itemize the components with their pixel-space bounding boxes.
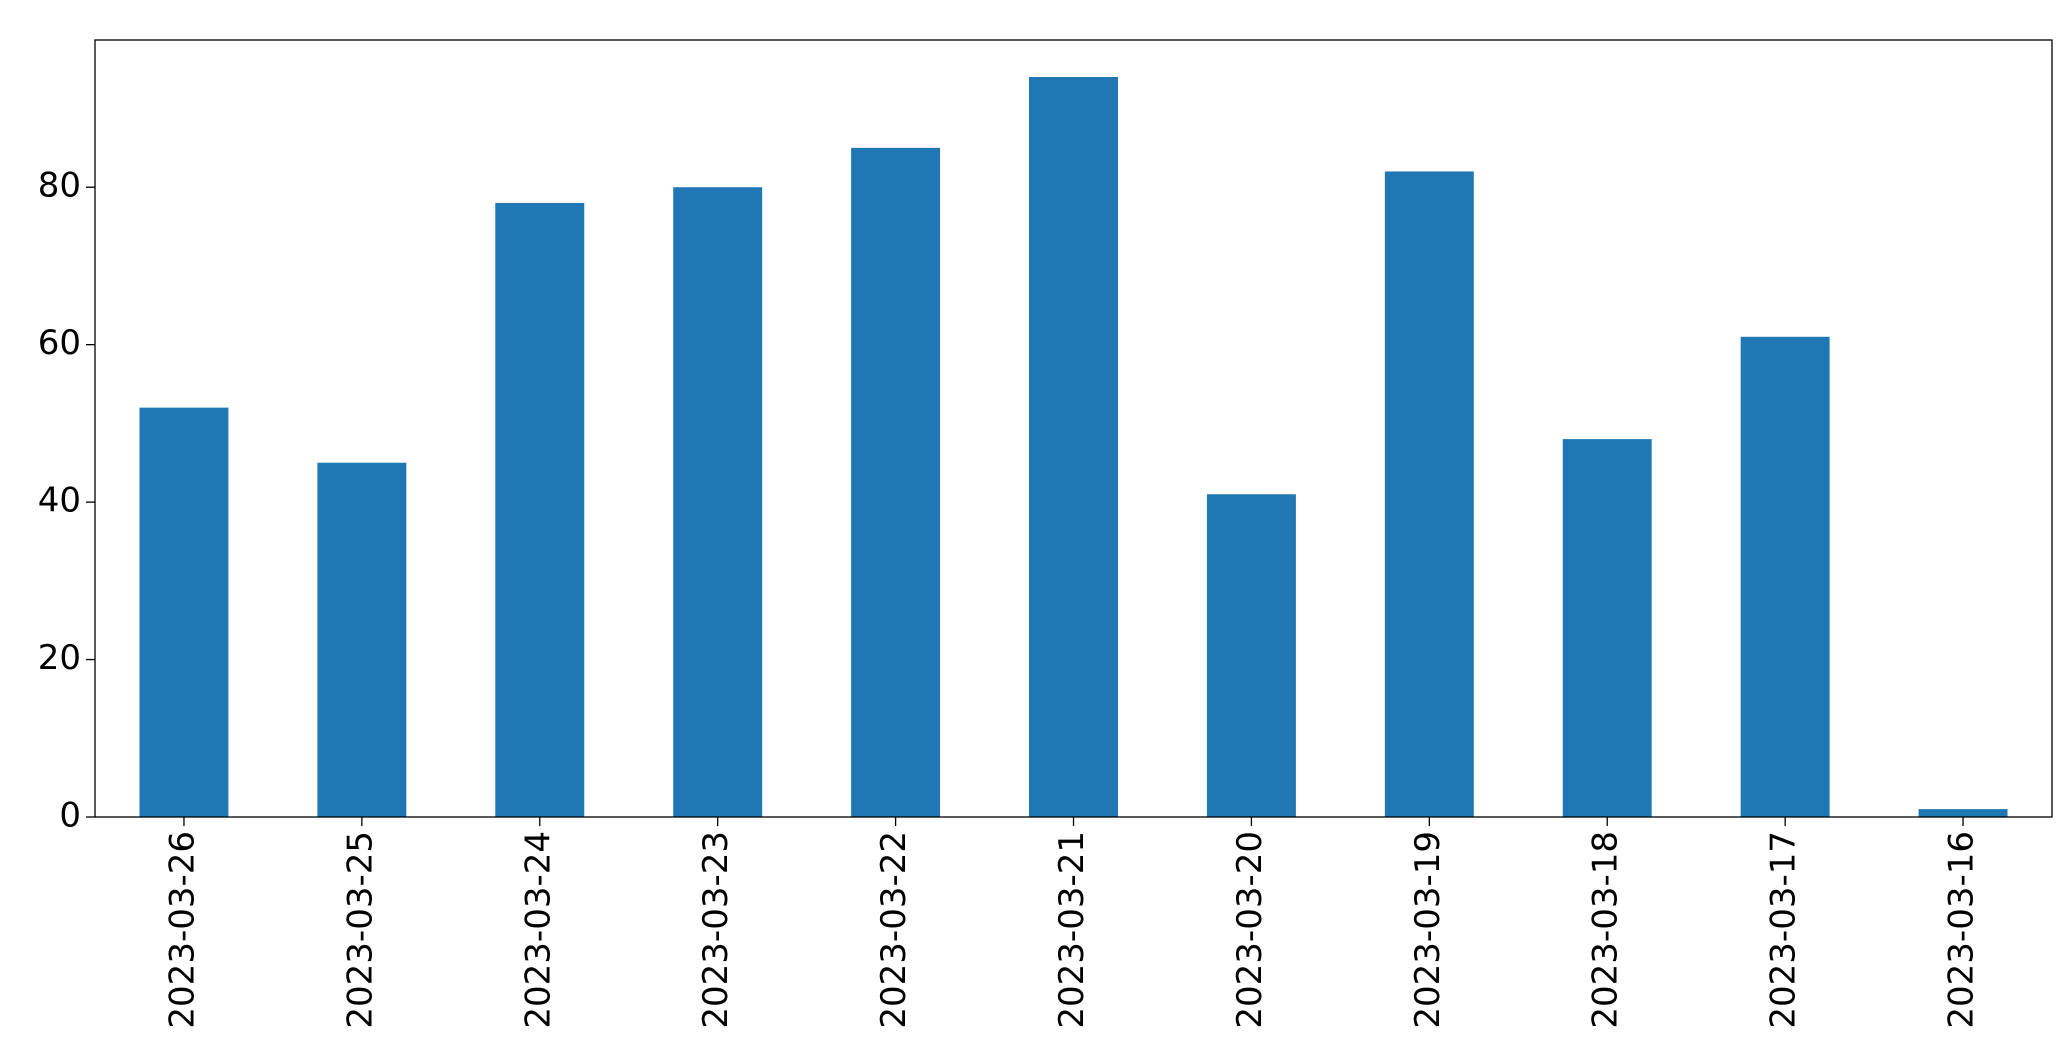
x-tick-label: 2023-03-19 bbox=[1408, 831, 1448, 1029]
x-tick-label: 2023-03-18 bbox=[1586, 831, 1626, 1029]
y-tick-label: 0 bbox=[59, 796, 81, 836]
bar bbox=[673, 187, 763, 817]
bar bbox=[1562, 439, 1652, 817]
x-tick-label: 2023-03-23 bbox=[696, 831, 736, 1029]
y-tick-label: 80 bbox=[38, 166, 81, 206]
x-tick-label: 2023-03-20 bbox=[1230, 831, 1270, 1029]
bar bbox=[1740, 336, 1830, 817]
x-tick-label: 2023-03-26 bbox=[162, 831, 202, 1029]
plot-frame bbox=[94, 39, 2053, 818]
bar bbox=[851, 147, 941, 817]
bar bbox=[1384, 171, 1474, 817]
x-tick-label: 2023-03-25 bbox=[340, 831, 380, 1029]
bar bbox=[317, 462, 407, 817]
bar bbox=[1029, 77, 1118, 817]
x-tick-label: 2023-03-24 bbox=[518, 831, 558, 1029]
x-tick-label: 2023-03-22 bbox=[874, 831, 914, 1029]
y-tick-label: 20 bbox=[38, 638, 81, 678]
bar bbox=[1918, 809, 2008, 817]
y-tick-label: 60 bbox=[38, 323, 81, 363]
y-tick-label: 40 bbox=[38, 481, 81, 521]
x-tick-label: 2023-03-21 bbox=[1052, 831, 1092, 1029]
x-tick-label: 2023-03-16 bbox=[1942, 831, 1982, 1029]
bar bbox=[1206, 494, 1296, 817]
bar bbox=[495, 202, 585, 817]
bar bbox=[139, 407, 229, 817]
x-tick-label: 2023-03-17 bbox=[1764, 831, 1804, 1029]
